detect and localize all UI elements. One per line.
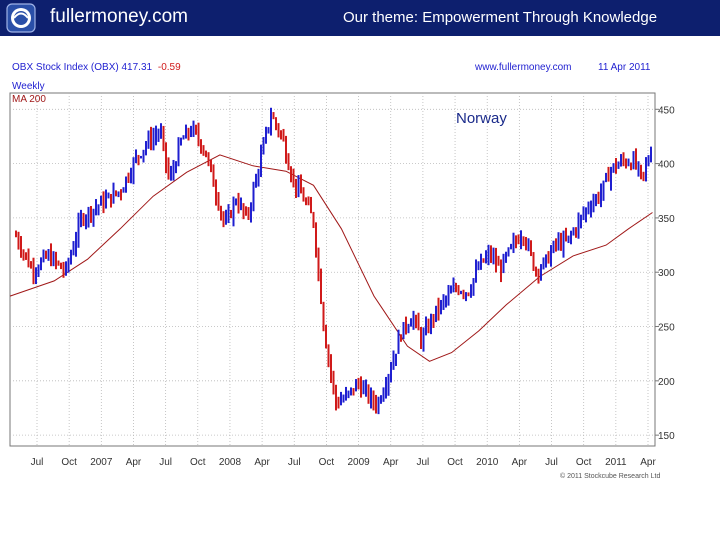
y-tick-label: 450 [658, 105, 675, 116]
y-tick-label: 200 [658, 377, 675, 388]
x-tick-label: 2008 [219, 457, 242, 468]
globe-logo-icon [6, 3, 36, 33]
moving-average-line [9, 154, 653, 362]
period-label: Weekly [12, 81, 45, 92]
date-label: 11 Apr 2011 [598, 62, 651, 73]
ma-legend-label: MA 200 [12, 94, 46, 105]
x-tick-label: Jul [288, 457, 301, 468]
theme-tagline: Our theme: Empowerment Through Knowledge [343, 9, 658, 26]
x-tick-label: Oct [61, 457, 77, 468]
x-tick-label: Jul [31, 457, 44, 468]
x-tick-label: Apr [640, 457, 656, 468]
stock-chart: 150 200 250 300 350 400 450 Jul Oct 2007 Apr Jul Oc… [9, 62, 675, 480]
ticker-text: OBX Stock Index (OBX) 417.31 [12, 62, 153, 73]
site-title: fullermoney.com [50, 6, 188, 27]
x-tick-label: Oct [447, 457, 463, 468]
x-tick-label: 2011 [605, 457, 627, 468]
y-tick-label: 300 [658, 268, 675, 279]
website-label: www.fullermoney.com [474, 62, 572, 73]
ticker-label: OBX Stock Index (OBX) 417.31 -0.59 [12, 62, 181, 73]
y-tick-labels: 150 200 250 300 350 400 450 [658, 105, 675, 442]
x-tick-label: 2009 [347, 457, 370, 468]
x-tick-label: Apr [126, 457, 142, 468]
copyright-label: © 2011 Stockcube Research Ltd [560, 472, 660, 480]
x-tick-label: Oct [190, 457, 206, 468]
y-tick-label: 150 [658, 431, 675, 442]
x-tick-label: Apr [254, 457, 270, 468]
country-annotation: Norway [456, 110, 507, 127]
x-tick-label: Apr [383, 457, 399, 468]
x-tick-label: Jul [416, 457, 429, 468]
x-tick-label: Oct [576, 457, 592, 468]
x-tick-label: Oct [319, 457, 335, 468]
y-tick-label: 350 [658, 214, 675, 225]
y-tick-label: 400 [658, 160, 675, 171]
y-tick-label: 250 [658, 323, 675, 334]
x-tick-label: Jul [159, 457, 172, 468]
x-tick-labels: Jul Oct 2007 Apr Jul Oct 2008 Apr Jul Oct 2009 Apr J… [31, 457, 657, 468]
x-tick-label: Apr [512, 457, 528, 468]
change-text: -0.59 [158, 62, 181, 73]
x-tick-label: Jul [545, 457, 558, 468]
header-banner: fullermoney.com Our theme: Empowerment T… [0, 0, 720, 36]
x-tick-label: 2010 [476, 457, 499, 468]
x-tick-label: 2007 [90, 457, 113, 468]
price-bars [15, 107, 652, 415]
